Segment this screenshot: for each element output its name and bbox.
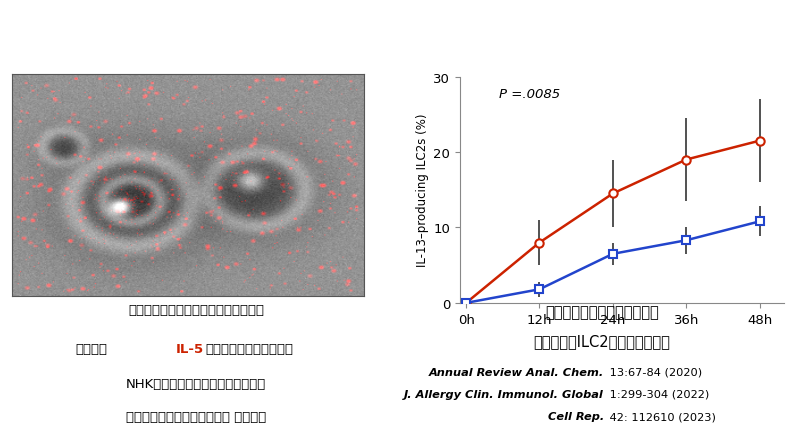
Text: J. Allergy Clin. Immunol. Global: J. Allergy Clin. Immunol. Global: [404, 389, 604, 399]
Text: Cell Rep.: Cell Rep.: [548, 412, 604, 421]
Text: を盛んに出している様子: を盛んに出している様子: [206, 342, 294, 355]
Text: ２型自然リンパ球がアレルギー応答を: ２型自然リンパ球がアレルギー応答を: [128, 303, 264, 316]
Text: IL-5: IL-5: [175, 342, 203, 355]
Text: 42: 112610 (2023): 42: 112610 (2023): [606, 412, 716, 421]
Text: 1:299-304 (2022): 1:299-304 (2022): [606, 389, 709, 399]
Y-axis label: IL-13–producing ILC2s (%): IL-13–producing ILC2s (%): [416, 114, 430, 267]
Text: 誘導する: 誘導する: [76, 342, 108, 355]
Text: 重症喉息の層別化を目指した: 重症喉息の層別化を目指した: [545, 304, 659, 319]
Text: ～神秘の巨大ネットワーク～ 提供動画: ～神秘の巨大ネットワーク～ 提供動画: [126, 410, 266, 423]
Text: P =.0085: P =.0085: [499, 88, 560, 101]
Text: ヒト末梢血ILC2の分泌活性測定: ヒト末梢血ILC2の分泌活性測定: [534, 333, 670, 348]
Text: NHKスペシャル　シリーズ「人体」: NHKスペシャル シリーズ「人体」: [126, 377, 266, 390]
Text: 生きた細胞のメッセージ分子分泌の可視化: 生きた細胞のメッセージ分子分泌の可視化: [226, 21, 574, 50]
Text: Annual Review Anal. Chem.: Annual Review Anal. Chem.: [429, 367, 604, 377]
Text: 13:67-84 (2020): 13:67-84 (2020): [606, 367, 702, 377]
